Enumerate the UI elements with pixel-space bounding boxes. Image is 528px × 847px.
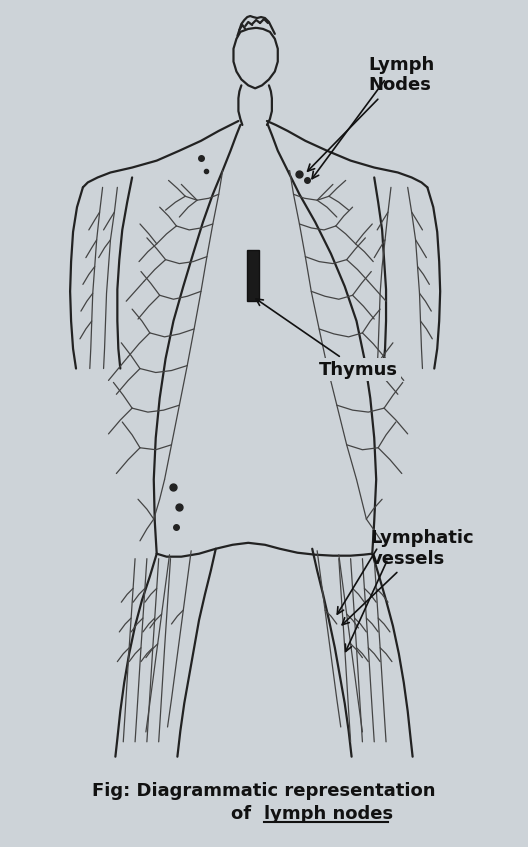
Text: Thymus: Thymus — [256, 299, 398, 379]
Text: Lymph
Nodes: Lymph Nodes — [308, 56, 435, 171]
Bar — [247, 250, 259, 302]
Text: Lymphatic
vessels: Lymphatic vessels — [342, 529, 474, 625]
Text: lymph nodes: lymph nodes — [264, 805, 393, 823]
Text: of: of — [231, 805, 264, 823]
Text: Fig: Diagrammatic representation: Fig: Diagrammatic representation — [92, 783, 436, 800]
